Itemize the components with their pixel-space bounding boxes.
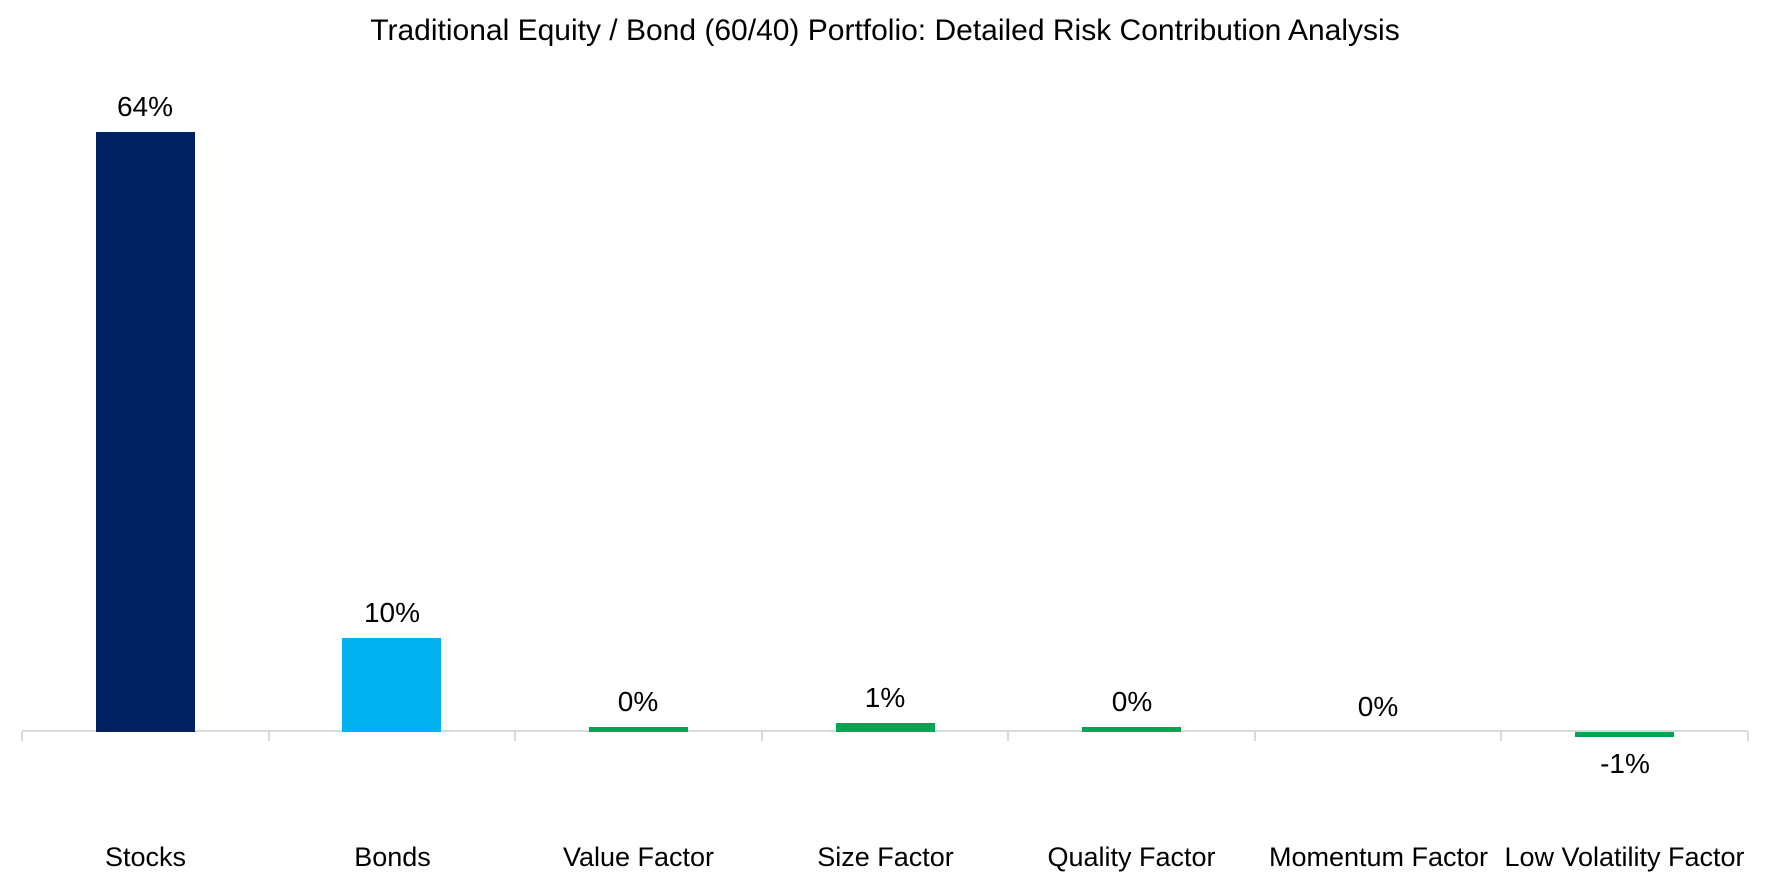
bar-size-factor <box>836 723 935 732</box>
x-axis-tick <box>1007 732 1009 741</box>
chart-title: Traditional Equity / Bond (60/40) Portfo… <box>370 14 1400 47</box>
bar-value-factor <box>589 727 688 732</box>
value-label-quality-factor: 0% <box>1111 686 1153 717</box>
bar-low-volatility-factor <box>1575 732 1674 737</box>
category-label-low-volatility-factor: Low Volatility Factor <box>1504 842 1745 872</box>
bar-quality-factor <box>1082 727 1181 732</box>
x-axis-tick <box>761 732 763 741</box>
value-label-stocks: 64% <box>116 91 174 122</box>
bar-bonds <box>342 638 441 732</box>
bar-stocks <box>96 132 195 732</box>
x-axis-tick <box>1747 732 1749 741</box>
value-label-bonds: 10% <box>363 597 421 628</box>
category-label-momentum-factor: Momentum Factor <box>1268 842 1489 872</box>
value-label-low-volatility-factor: -1% <box>1600 748 1650 779</box>
category-label-value-factor: Value Factor <box>562 842 715 872</box>
category-label-stocks: Stocks <box>104 842 187 872</box>
category-label-quality-factor: Quality Factor <box>1047 842 1216 872</box>
value-label-size-factor: 1% <box>864 682 906 713</box>
x-axis-tick <box>1254 732 1256 741</box>
x-axis-tick <box>514 732 516 741</box>
x-axis-tick <box>268 732 270 741</box>
value-label-value-factor: 0% <box>617 686 659 717</box>
category-label-size-factor: Size Factor <box>817 842 954 872</box>
value-label-momentum-factor: 0% <box>1357 691 1399 722</box>
category-label-bonds: Bonds <box>354 842 431 872</box>
x-axis-tick <box>1500 732 1502 741</box>
x-axis-tick <box>21 732 23 741</box>
